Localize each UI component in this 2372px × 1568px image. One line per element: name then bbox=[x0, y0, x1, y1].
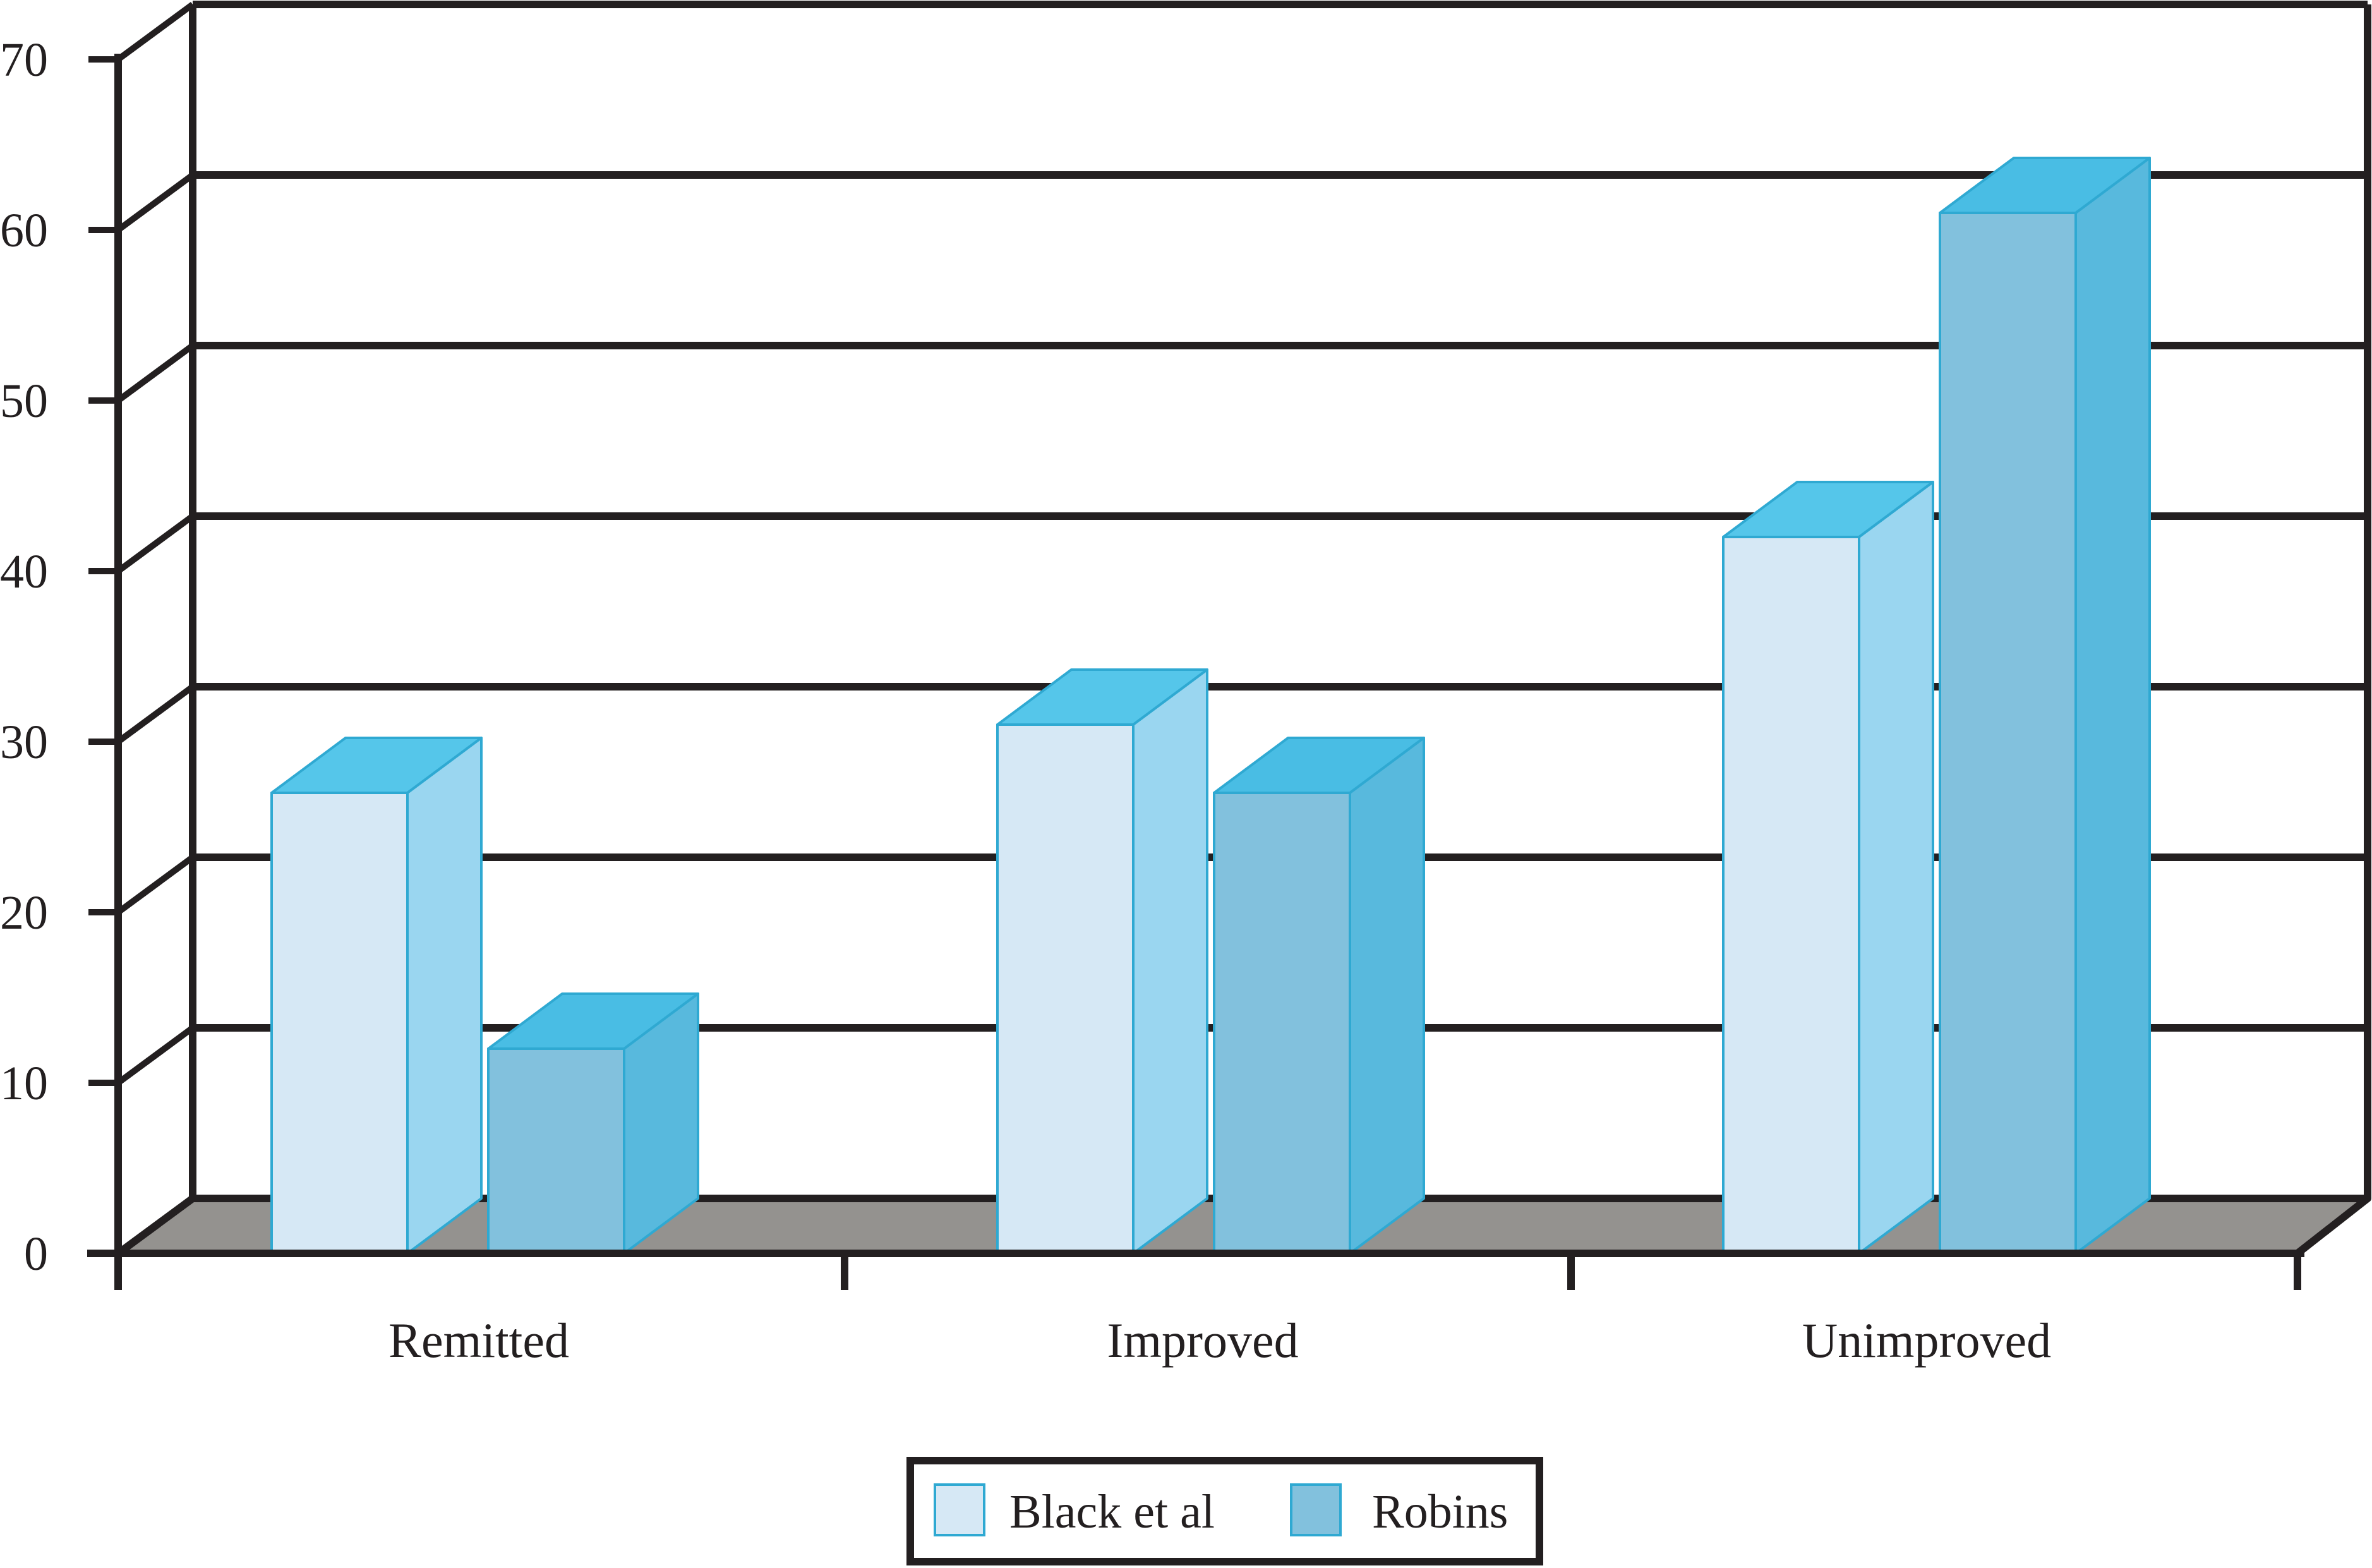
legend-label-black-et-al: Black et al bbox=[1009, 1485, 1215, 1538]
bar-side-unimproved-robins bbox=[2074, 157, 2151, 1255]
legend-swatch-robins bbox=[1290, 1483, 1342, 1536]
y-tick-label-60: 60 bbox=[0, 204, 48, 257]
bar-front-remitted-black-et-al bbox=[270, 792, 409, 1255]
side-gridline-60 bbox=[116, 172, 195, 233]
legend-box bbox=[906, 1457, 1543, 1565]
legend-swatch-black-et-al bbox=[934, 1483, 985, 1536]
bar-front-improved-robins bbox=[1213, 792, 1351, 1255]
side-gridline-10 bbox=[116, 1025, 195, 1086]
y-tick-label-10: 10 bbox=[0, 1057, 48, 1110]
y-tick-label-30: 30 bbox=[0, 716, 48, 769]
side-gridline-40 bbox=[116, 513, 195, 574]
x-label-remitted: Remitted bbox=[388, 1313, 569, 1368]
bar-side-improved-robins bbox=[1349, 737, 1425, 1255]
bar-front-remitted-robins bbox=[487, 1047, 625, 1255]
side-gridline-20 bbox=[116, 854, 195, 915]
side-gridline-30 bbox=[116, 684, 195, 745]
y-tick-label-70: 70 bbox=[0, 33, 48, 87]
bar-side-improved-black-et-al bbox=[1132, 668, 1208, 1255]
bar-front-unimproved-black-et-al bbox=[1722, 536, 1860, 1255]
bar-front-improved-black-et-al bbox=[996, 723, 1135, 1255]
bar-side-unimproved-black-et-al bbox=[1858, 481, 1934, 1255]
y-tick-label-40: 40 bbox=[0, 545, 48, 598]
side-gridline-70 bbox=[116, 1, 195, 63]
legend-label-robins: Robins bbox=[1372, 1485, 1508, 1538]
y-tick-label-20: 20 bbox=[0, 886, 48, 939]
side-gridline-50 bbox=[116, 342, 195, 404]
y-tick-label-50: 50 bbox=[0, 375, 48, 428]
bar-front-unimproved-robins bbox=[1939, 212, 2077, 1255]
x-label-unimproved: Unimproved bbox=[1802, 1313, 2051, 1368]
bar-side-remitted-black-et-al bbox=[406, 737, 483, 1255]
y-tick-label-0: 0 bbox=[24, 1227, 48, 1281]
x-label-improved: Improved bbox=[1107, 1313, 1298, 1368]
